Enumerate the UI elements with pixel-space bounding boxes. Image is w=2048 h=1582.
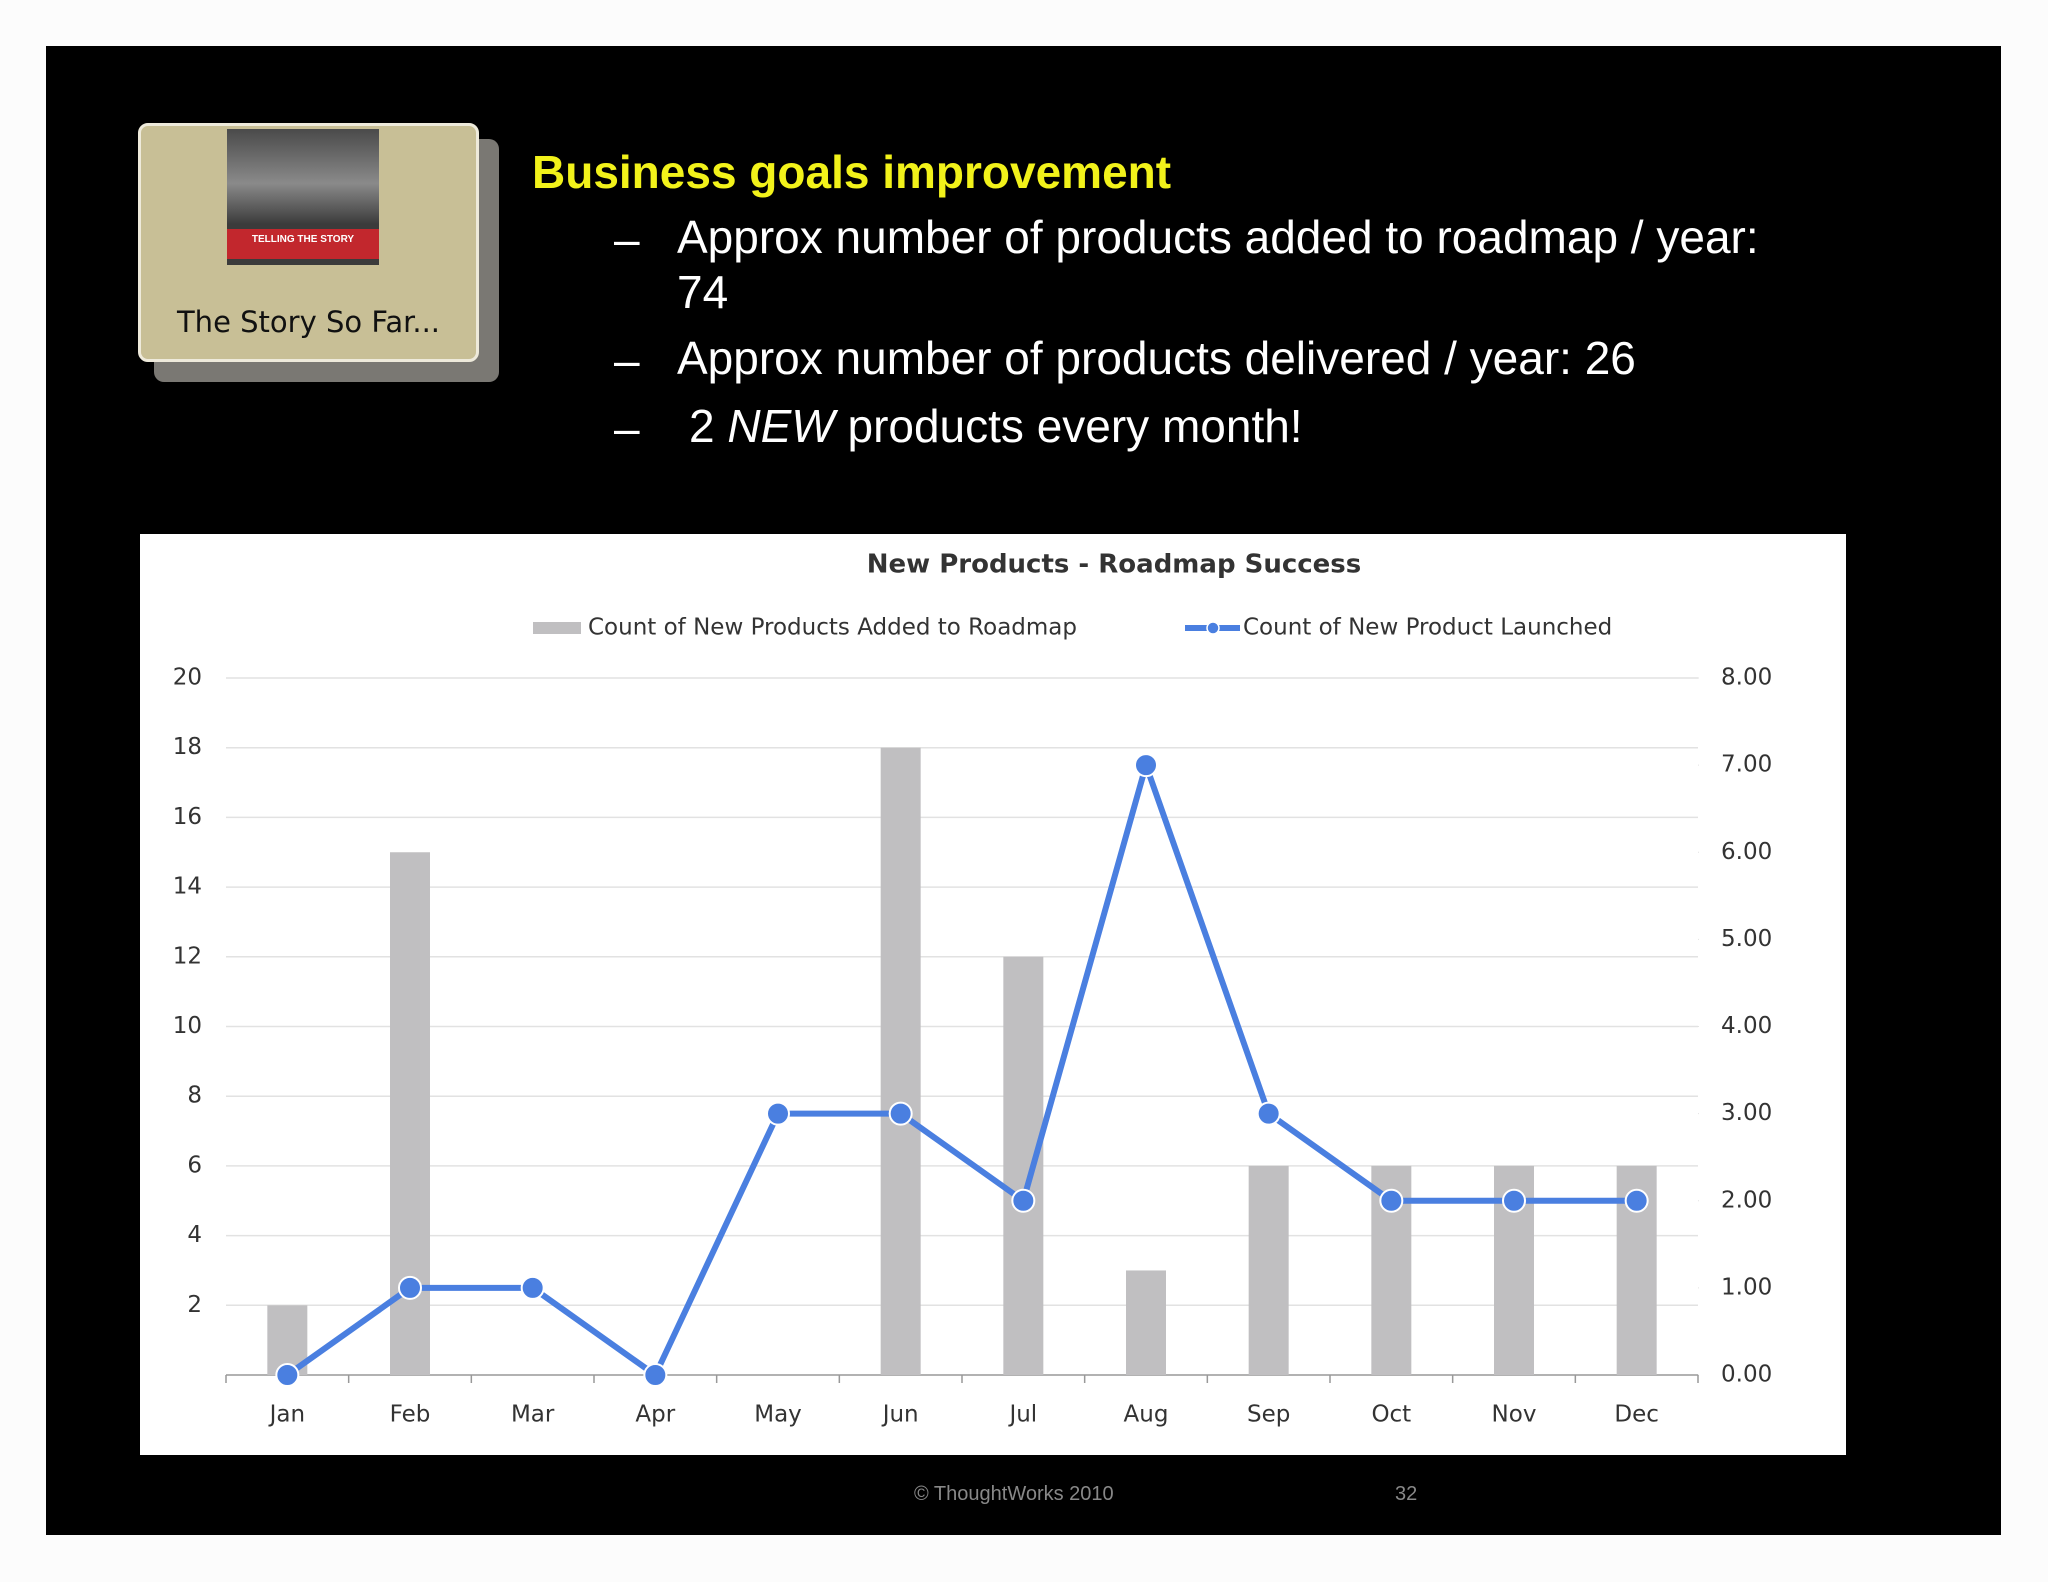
bullet-dash: – bbox=[614, 334, 640, 386]
bullet-text: 2 NEW products every month! bbox=[689, 399, 1799, 454]
x-tick-label: Sep bbox=[1247, 1402, 1290, 1428]
legend-label: Count of New Products Added to Roadmap bbox=[588, 615, 1077, 641]
thumbnail-caption: The Story So Far... bbox=[176, 305, 441, 339]
y-tick-label: 6 bbox=[187, 1152, 202, 1178]
line-marker bbox=[766, 1101, 790, 1126]
bullet-text: Approx number of products delivered / ye… bbox=[677, 332, 1636, 384]
y-tick-label: 4 bbox=[187, 1222, 202, 1248]
y-tick-label: 8 bbox=[187, 1083, 202, 1109]
y-tick-label: 2 bbox=[187, 1292, 202, 1318]
x-tick-label: Mar bbox=[511, 1402, 555, 1428]
x-tick-label: Aug bbox=[1124, 1402, 1169, 1428]
line-marker bbox=[888, 1101, 913, 1126]
chart-title: New Products - Roadmap Success bbox=[867, 550, 1362, 580]
line-marker bbox=[1379, 1188, 1404, 1213]
y2-tick-label: 7.00 bbox=[1721, 752, 1772, 778]
bar bbox=[1248, 1165, 1289, 1375]
bar bbox=[1126, 1270, 1166, 1375]
line-marker bbox=[1011, 1188, 1036, 1213]
bullet-emphasis: NEW bbox=[727, 400, 835, 452]
line-marker bbox=[275, 1363, 300, 1387]
x-tick-label: Jan bbox=[268, 1402, 305, 1428]
line-marker bbox=[520, 1275, 545, 1300]
x-tick-label: Feb bbox=[390, 1402, 431, 1428]
x-tick-label: May bbox=[754, 1402, 802, 1428]
bullet-dash: – bbox=[614, 402, 640, 454]
x-tick-label: Jun bbox=[881, 1402, 919, 1428]
heading: Business goals improvement bbox=[532, 146, 1172, 198]
y2-tick-label: 4.00 bbox=[1721, 1013, 1772, 1039]
bar bbox=[880, 747, 921, 1375]
line-marker bbox=[1624, 1188, 1649, 1213]
footer-page-number: 32 bbox=[1395, 1483, 1418, 1505]
line-marker bbox=[1256, 1101, 1281, 1126]
y2-tick-label: 0.00 bbox=[1721, 1362, 1772, 1388]
x-tick-label: Apr bbox=[635, 1402, 675, 1428]
legend-swatch bbox=[533, 622, 581, 634]
legend-label: Count of New Product Launched bbox=[1243, 615, 1612, 641]
line-marker bbox=[643, 1363, 668, 1387]
line bbox=[285, 762, 1637, 1378]
y2-tick-label: 8.00 bbox=[1721, 665, 1772, 691]
y-tick-label: 20 bbox=[173, 665, 202, 691]
x-tick-label: Dec bbox=[1614, 1402, 1659, 1428]
bullet-text: Approx number of products added to roadm… bbox=[677, 211, 1759, 318]
y2-tick-label: 5.00 bbox=[1721, 926, 1772, 952]
y-tick-label: 16 bbox=[173, 804, 202, 830]
line-marker bbox=[1502, 1188, 1526, 1213]
y-tick-label: 10 bbox=[173, 1013, 202, 1039]
cover-text: TELLING THE STORY bbox=[227, 229, 379, 259]
x-tick-label: Jul bbox=[1007, 1402, 1037, 1428]
line-marker bbox=[398, 1275, 422, 1300]
line-marker bbox=[1134, 753, 1158, 778]
footer-copyright: © ThoughtWorks 2010 bbox=[914, 1483, 1114, 1505]
bullet-dash: – bbox=[614, 213, 640, 265]
x-tick-label: Nov bbox=[1492, 1402, 1537, 1428]
legend-swatch-marker bbox=[1206, 621, 1220, 635]
bar bbox=[1003, 956, 1044, 1375]
y2-tick-label: 1.00 bbox=[1721, 1274, 1772, 1300]
y2-tick-label: 3.00 bbox=[1721, 1100, 1772, 1126]
y2-tick-label: 2.00 bbox=[1721, 1187, 1772, 1213]
x-tick-label: Oct bbox=[1371, 1402, 1411, 1428]
y2-tick-label: 6.00 bbox=[1721, 839, 1772, 865]
y-tick-label: 12 bbox=[173, 943, 202, 969]
y-tick-label: 18 bbox=[173, 734, 202, 760]
bullet-part: 2 bbox=[689, 400, 715, 452]
y-tick-label: 14 bbox=[173, 874, 202, 900]
bullet-part: products every month! bbox=[847, 400, 1303, 452]
